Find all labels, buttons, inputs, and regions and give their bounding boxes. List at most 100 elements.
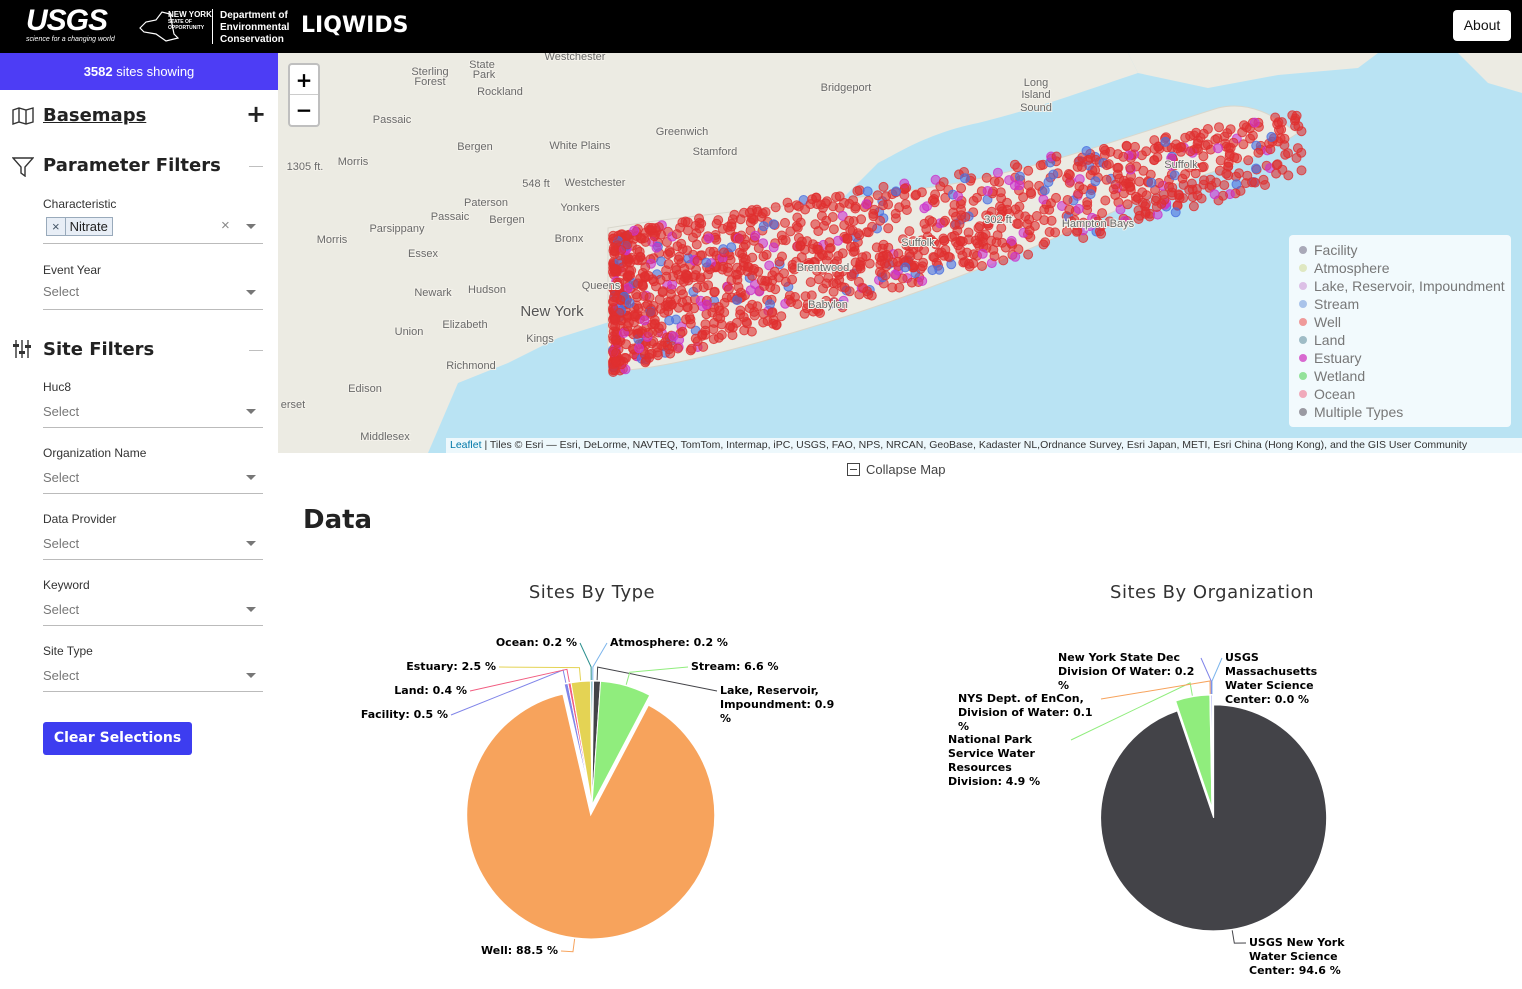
- site-marker: [1245, 133, 1256, 144]
- site-marker: [1009, 159, 1020, 170]
- site-marker: [913, 237, 924, 248]
- site-marker: [893, 248, 904, 259]
- place-label: Long: [1024, 77, 1048, 89]
- site-filters-toggle[interactable]: —: [249, 341, 263, 357]
- site-marker: [677, 297, 688, 308]
- usgs-logo[interactable]: USGS science for a changing world: [26, 6, 126, 46]
- map[interactable]: Sterling Forest State Park Westchester Rockla…: [278, 53, 1522, 453]
- select-placeholder[interactable]: Select: [43, 536, 80, 551]
- site-marker: [894, 282, 905, 293]
- site-marker: [940, 215, 950, 226]
- site-marker: [994, 176, 1005, 187]
- chip-remove[interactable]: ×: [47, 218, 66, 235]
- legend-label: Estuary: [1314, 350, 1362, 366]
- leader-line: [1070, 682, 1193, 741]
- basemaps-toggle[interactable]: +: [246, 100, 267, 128]
- site-marker: [671, 229, 682, 240]
- site-marker: [858, 283, 869, 293]
- selected-chip[interactable]: × Nitrate: [46, 217, 113, 236]
- site-marker: [1283, 170, 1294, 181]
- zoom-in[interactable]: +: [290, 65, 318, 95]
- leader-line: [579, 642, 592, 681]
- legend-swatch: [1299, 264, 1307, 272]
- leader-line: [592, 642, 608, 681]
- attribution-text: | Tiles © Esri — Esri, DeLorme, NAVTEQ, …: [484, 439, 1468, 451]
- site-marker: [1122, 199, 1133, 210]
- site-marker: [1064, 204, 1075, 215]
- site-marker: [753, 243, 764, 254]
- select-placeholder[interactable]: Select: [43, 284, 80, 299]
- collapse-text: Collapse Map: [866, 462, 946, 477]
- site-marker: [653, 323, 664, 333]
- collapse-map[interactable]: Collapse Map: [847, 462, 946, 477]
- site-marker: [1184, 162, 1195, 173]
- select-placeholder[interactable]: Select: [43, 602, 80, 617]
- dropdown-caret[interactable]: [246, 673, 256, 678]
- dropdown-caret[interactable]: [246, 224, 256, 229]
- basemaps-title[interactable]: Basemaps: [43, 105, 147, 126]
- site-marker: [1081, 146, 1092, 156]
- about-button[interactable]: About: [1453, 10, 1511, 41]
- place-label: Westchester: [545, 53, 606, 63]
- data-label: Lake, Reservoir, Impoundment: 0.9 %: [720, 684, 845, 726]
- site-marker: [655, 274, 666, 285]
- site-marker: [974, 221, 985, 232]
- clear-select[interactable]: ×: [221, 217, 230, 234]
- site-marker: [784, 202, 795, 213]
- site-marker: [828, 224, 839, 235]
- site-marker: [747, 270, 758, 281]
- select-placeholder[interactable]: Select: [43, 404, 80, 419]
- site-marker: [938, 177, 949, 188]
- place-label: Sound: [1020, 102, 1052, 114]
- dropdown-caret[interactable]: [246, 409, 256, 414]
- site-marker: [1118, 151, 1129, 162]
- site-marker: [726, 275, 737, 286]
- site-marker: [1166, 160, 1176, 171]
- site-marker: [1133, 214, 1144, 224]
- site-marker: [692, 282, 703, 293]
- site-marker: [1180, 132, 1191, 143]
- site-marker: [688, 232, 698, 243]
- dropdown-caret[interactable]: [246, 290, 256, 295]
- zoom-out[interactable]: −: [295, 98, 313, 122]
- chip-text: Nitrate: [69, 219, 108, 234]
- site-marker: [686, 343, 697, 354]
- site-marker: [1044, 227, 1055, 237]
- place-label: Essex: [408, 248, 438, 260]
- chart-title: Sites By Type: [529, 582, 655, 603]
- site-marker: [1260, 180, 1270, 190]
- site-marker: [891, 186, 901, 197]
- site-marker: [900, 262, 911, 273]
- site-marker: [880, 270, 891, 281]
- clear-selections-button[interactable]: Clear Selections: [43, 722, 192, 755]
- site-marker: [796, 252, 807, 263]
- dropdown-caret[interactable]: [246, 541, 256, 546]
- data-label-name: Atmosphere: [610, 636, 686, 649]
- site-marker: [1146, 177, 1157, 188]
- select-placeholder[interactable]: Select: [43, 668, 80, 683]
- data-label: USGS Massachusetts Water Science Center:…: [1225, 651, 1350, 707]
- site-marker: [1013, 209, 1024, 220]
- site-marker: [656, 340, 667, 351]
- dropdown-caret[interactable]: [246, 607, 256, 612]
- site-marker: [612, 280, 623, 291]
- site-marker: [1083, 154, 1094, 165]
- site-marker: [762, 316, 773, 326]
- site-marker: [846, 241, 856, 252]
- place-label: Sterling: [411, 66, 448, 78]
- legend-swatch: [1299, 390, 1307, 398]
- site-filters-title[interactable]: Site Filters: [43, 339, 155, 360]
- legend-swatch: [1299, 354, 1307, 362]
- site-marker: [608, 346, 618, 357]
- site-marker: [608, 242, 619, 253]
- leaflet-link[interactable]: Leaflet: [450, 439, 482, 451]
- pie-slice: [1100, 704, 1328, 932]
- parameter-filters-toggle[interactable]: —: [249, 157, 263, 173]
- site-marker: [1009, 180, 1020, 191]
- site-marker: [1296, 165, 1307, 176]
- site-marker: [726, 242, 737, 253]
- parameter-filters-title[interactable]: Parameter Filters: [43, 155, 221, 176]
- select-placeholder[interactable]: Select: [43, 470, 80, 485]
- dropdown-caret[interactable]: [246, 475, 256, 480]
- place-label: Hampton Bays: [1062, 218, 1135, 230]
